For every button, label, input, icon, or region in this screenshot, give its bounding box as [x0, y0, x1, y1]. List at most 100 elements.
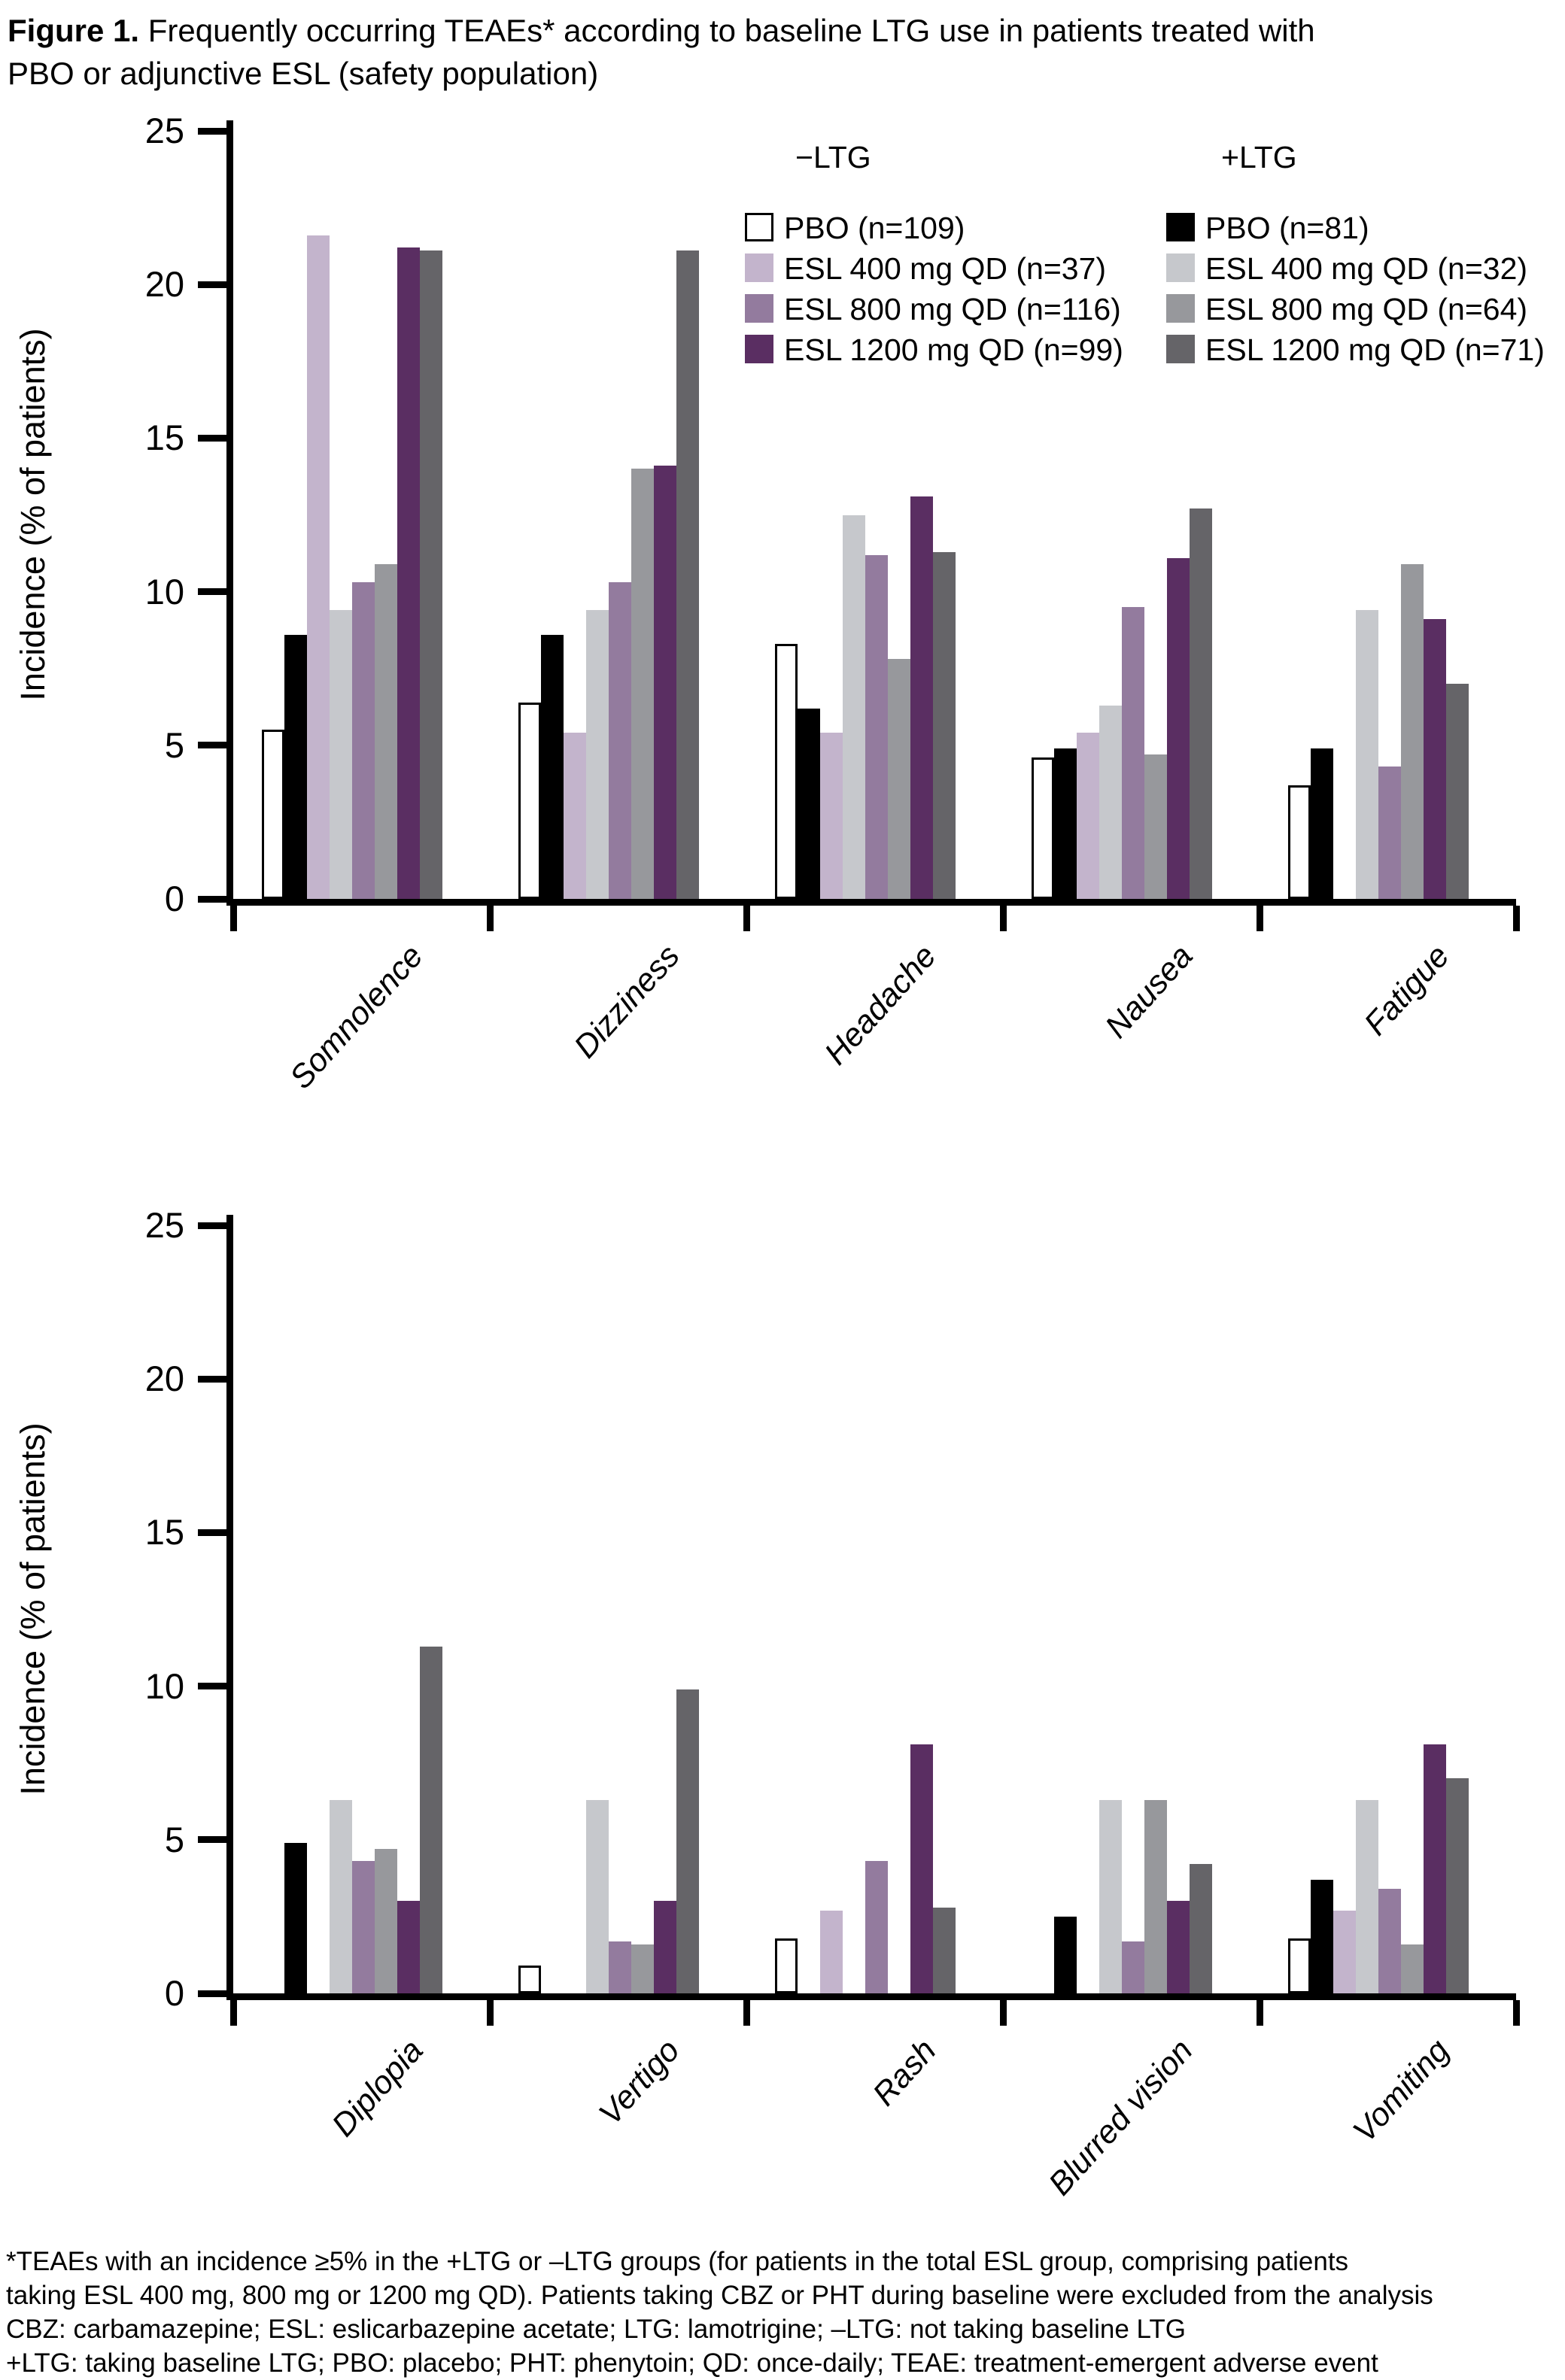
bar-vertigo-ltg-pbo-n-109 — [518, 1966, 541, 1993]
bar-diplopia-ltg-esl-800-mg-qd-n-116 — [352, 1861, 375, 1993]
bar-vertigo-+ltg-esl-400-mg-qd-n-32 — [586, 1799, 609, 1993]
x-axis-tick — [229, 906, 237, 931]
bar-nausea-+ltg-pbo-n-81 — [1054, 748, 1077, 899]
y-axis-tick — [198, 1222, 226, 1229]
category-label: Fatigue — [1357, 938, 1457, 1043]
bar-blurred-vision-ltg-esl-800-mg-qd-n-116 — [1122, 1941, 1144, 1993]
y-axis-tick — [198, 1683, 226, 1690]
y-axis-tick — [198, 1375, 226, 1383]
bar-fatigue-+ltg-pbo-n-81 — [1311, 748, 1333, 899]
category-label: Somnolence — [282, 938, 430, 1096]
y-axis-tick — [198, 588, 226, 596]
bar-vomiting-ltg-esl-800-mg-qd-n-116 — [1378, 1889, 1401, 1993]
y-axis-tick-label: 10 — [144, 1665, 184, 1706]
bar-dizziness-+ltg-pbo-n-81 — [541, 634, 564, 899]
footnote-line: taking ESL 400 mg, 800 mg or 1200 mg QD)… — [6, 2281, 1433, 2310]
legend-label: ESL 400 mg QD (n=37) — [784, 251, 1107, 286]
bar-nausea-ltg-esl-1200-mg-qd-n-99 — [1167, 557, 1190, 899]
bar-headache-ltg-pbo-n-109 — [775, 644, 798, 899]
bar-dizziness-ltg-esl-1200-mg-qd-n-99 — [654, 466, 676, 899]
bar-dizziness-ltg-esl-400-mg-qd-n-37 — [564, 733, 586, 899]
bar-dizziness-+ltg-esl-1200-mg-qd-n-71 — [676, 250, 699, 899]
bar-vomiting-+ltg-esl-800-mg-qd-n-64 — [1401, 1944, 1424, 1993]
bar-dizziness-ltg-pbo-n-109 — [518, 702, 541, 899]
bar-rash-ltg-esl-800-mg-qd-n-116 — [865, 1861, 888, 1993]
footnote-line: *TEAEs with an incidence ≥5% in the +LTG… — [6, 2247, 1349, 2276]
y-axis-tick — [198, 1528, 226, 1536]
bar-headache-+ltg-esl-400-mg-qd-n-32 — [843, 515, 865, 899]
x-axis-tick — [229, 2000, 237, 2026]
y-axis-tick — [198, 1990, 226, 1997]
top-chart-plot: 0 5 10 15 20 25 Somnolence Dizziness Headache Nau… — [145, 113, 1520, 1096]
legend-swatch — [745, 253, 773, 282]
bar-somnolence-ltg-pbo-n-109 — [262, 730, 284, 899]
y-axis-tick-label: 0 — [164, 879, 184, 918]
legend-swatch — [1166, 294, 1195, 323]
bottom-chart-plot: 0 5 10 15 20 25 Diplopia Vertigo Rash Blurred vis… — [145, 1207, 1520, 2202]
legend-swatch — [1166, 335, 1195, 363]
y-axis-tick-label: 20 — [144, 264, 184, 305]
legend-label: PBO (n=109) — [784, 211, 965, 245]
y-axis-tick-label: 0 — [164, 1973, 184, 2013]
footnote-line: +LTG: taking baseline LTG; PBO: placebo;… — [6, 2348, 1378, 2378]
legend-label: ESL 1200 mg QD (n=99) — [784, 332, 1123, 367]
bar-vertigo-+ltg-esl-1200-mg-qd-n-71 — [676, 1689, 699, 1993]
figure-title-line1: Figure 1. Frequently occurring TEAEs* ac… — [8, 9, 1542, 52]
legend-label: ESL 1200 mg QD (n=71) — [1205, 332, 1545, 367]
legend-group-header: +LTG — [1221, 140, 1297, 175]
bar-dizziness-+ltg-esl-400-mg-qd-n-32 — [586, 610, 609, 899]
bar-diplopia-+ltg-esl-400-mg-qd-n-32 — [330, 1799, 352, 1993]
y-axis-tick — [198, 1836, 226, 1844]
bar-vomiting-ltg-esl-400-mg-qd-n-37 — [1333, 1910, 1356, 1993]
x-axis-tick — [486, 2000, 494, 2026]
category-label: Headache — [817, 938, 944, 1072]
footnote-line: CBZ: carbamazepine; ESL: eslicarbazepine… — [6, 2315, 1187, 2344]
figure-number: Figure 1. — [8, 13, 140, 48]
bar-headache-+ltg-esl-1200-mg-qd-n-71 — [933, 551, 956, 899]
bar-vertigo-ltg-esl-800-mg-qd-n-116 — [609, 1941, 631, 1993]
bar-blurred-vision-+ltg-esl-1200-mg-qd-n-71 — [1190, 1864, 1212, 1993]
y-axis-tick-label: 25 — [144, 1205, 184, 1245]
bar-vomiting-+ltg-esl-1200-mg-qd-n-71 — [1446, 1778, 1469, 1993]
legend-label: ESL 400 mg QD (n=32) — [1205, 251, 1528, 286]
x-axis-tick — [743, 906, 750, 931]
top-chart-y-axis-label: Incidence (% of patients) — [14, 328, 52, 701]
x-axis-tick — [1256, 906, 1263, 931]
bar-nausea-+ltg-esl-1200-mg-qd-n-71 — [1190, 508, 1212, 899]
x-axis-tick — [1512, 2000, 1520, 2026]
bar-vomiting-ltg-pbo-n-109 — [1288, 1938, 1311, 1993]
y-axis-tick — [198, 127, 226, 135]
bar-diplopia-ltg-esl-1200-mg-qd-n-99 — [397, 1901, 420, 1993]
y-axis-tick-label: 15 — [144, 417, 184, 458]
legend-label: ESL 800 mg QD (n=116) — [784, 292, 1121, 326]
x-axis-tick — [743, 2000, 750, 2026]
y-axis-line — [226, 1215, 233, 2000]
y-axis-tick-label: 5 — [164, 1819, 184, 1859]
bar-headache-+ltg-pbo-n-81 — [798, 708, 820, 899]
bar-somnolence-+ltg-esl-800-mg-qd-n-64 — [375, 563, 397, 899]
category-label: Dizziness — [567, 938, 687, 1065]
bar-vertigo-ltg-esl-1200-mg-qd-n-99 — [654, 1901, 676, 1993]
bar-blurred-vision-+ltg-pbo-n-81 — [1054, 1916, 1077, 1993]
x-axis-tick — [1512, 906, 1520, 931]
legend-swatch — [745, 294, 773, 323]
bar-vomiting-+ltg-pbo-n-81 — [1311, 1879, 1333, 1993]
legend-label: ESL 800 mg QD (n=64) — [1205, 292, 1528, 326]
x-axis-tick — [486, 906, 494, 931]
bar-nausea-ltg-esl-400-mg-qd-n-37 — [1077, 733, 1099, 899]
footnote: *TEAEs with an incidence ≥5% in the +LTG… — [6, 2245, 1562, 2380]
bar-somnolence-+ltg-esl-1200-mg-qd-n-71 — [420, 250, 442, 899]
bar-nausea-+ltg-esl-400-mg-qd-n-32 — [1099, 705, 1122, 899]
bar-dizziness-ltg-esl-800-mg-qd-n-116 — [609, 582, 631, 899]
bar-fatigue-ltg-esl-800-mg-qd-n-116 — [1378, 767, 1401, 899]
bar-blurred-vision-+ltg-esl-800-mg-qd-n-64 — [1144, 1799, 1167, 1993]
figure-title-text: Frequently occurring TEAEs* according to… — [139, 13, 1315, 48]
y-axis-tick-label: 15 — [144, 1512, 184, 1553]
figure-title-line2: PBO or adjunctive ESL (safety population… — [8, 56, 599, 91]
legend-swatch — [745, 335, 773, 363]
x-axis-line — [226, 899, 1516, 906]
y-axis-line — [226, 120, 233, 906]
bar-somnolence-ltg-esl-800-mg-qd-n-116 — [352, 582, 375, 899]
bar-diplopia-+ltg-esl-1200-mg-qd-n-71 — [420, 1646, 442, 1993]
